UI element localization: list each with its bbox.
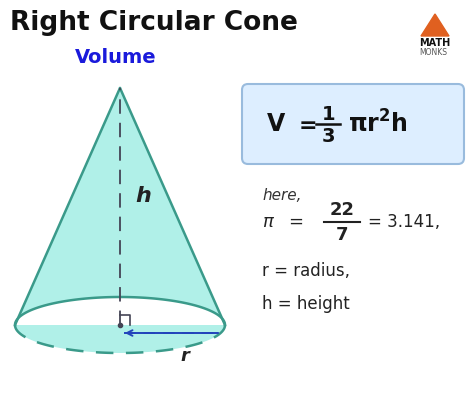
Text: Volume: Volume [75, 48, 156, 67]
Text: =: = [288, 213, 303, 231]
Text: $\mathbf{=}$: $\mathbf{=}$ [294, 114, 317, 134]
Text: 7: 7 [336, 226, 348, 244]
Text: h = height: h = height [262, 295, 350, 313]
Text: $\pi$: $\pi$ [262, 213, 275, 231]
Polygon shape [421, 14, 449, 36]
Text: r = radius,: r = radius, [262, 262, 350, 280]
Polygon shape [15, 88, 225, 325]
Polygon shape [15, 325, 225, 353]
Text: $\mathbf{V}$: $\mathbf{V}$ [266, 112, 286, 136]
Text: = 3.141,: = 3.141, [368, 213, 440, 231]
Text: $\mathbf{3}$: $\mathbf{3}$ [321, 126, 335, 145]
Text: r: r [181, 347, 190, 365]
Text: MATH: MATH [419, 38, 450, 48]
Text: $\mathbf{1}$: $\mathbf{1}$ [321, 105, 335, 124]
Text: h: h [135, 186, 151, 207]
Text: 22: 22 [329, 201, 355, 219]
Text: Right Circular Cone: Right Circular Cone [10, 10, 298, 36]
Text: here,: here, [262, 188, 301, 203]
Text: $\mathbf{\pi r^2h}$: $\mathbf{\pi r^2h}$ [348, 110, 408, 137]
FancyBboxPatch shape [242, 84, 464, 164]
Text: MONKS: MONKS [419, 48, 447, 57]
